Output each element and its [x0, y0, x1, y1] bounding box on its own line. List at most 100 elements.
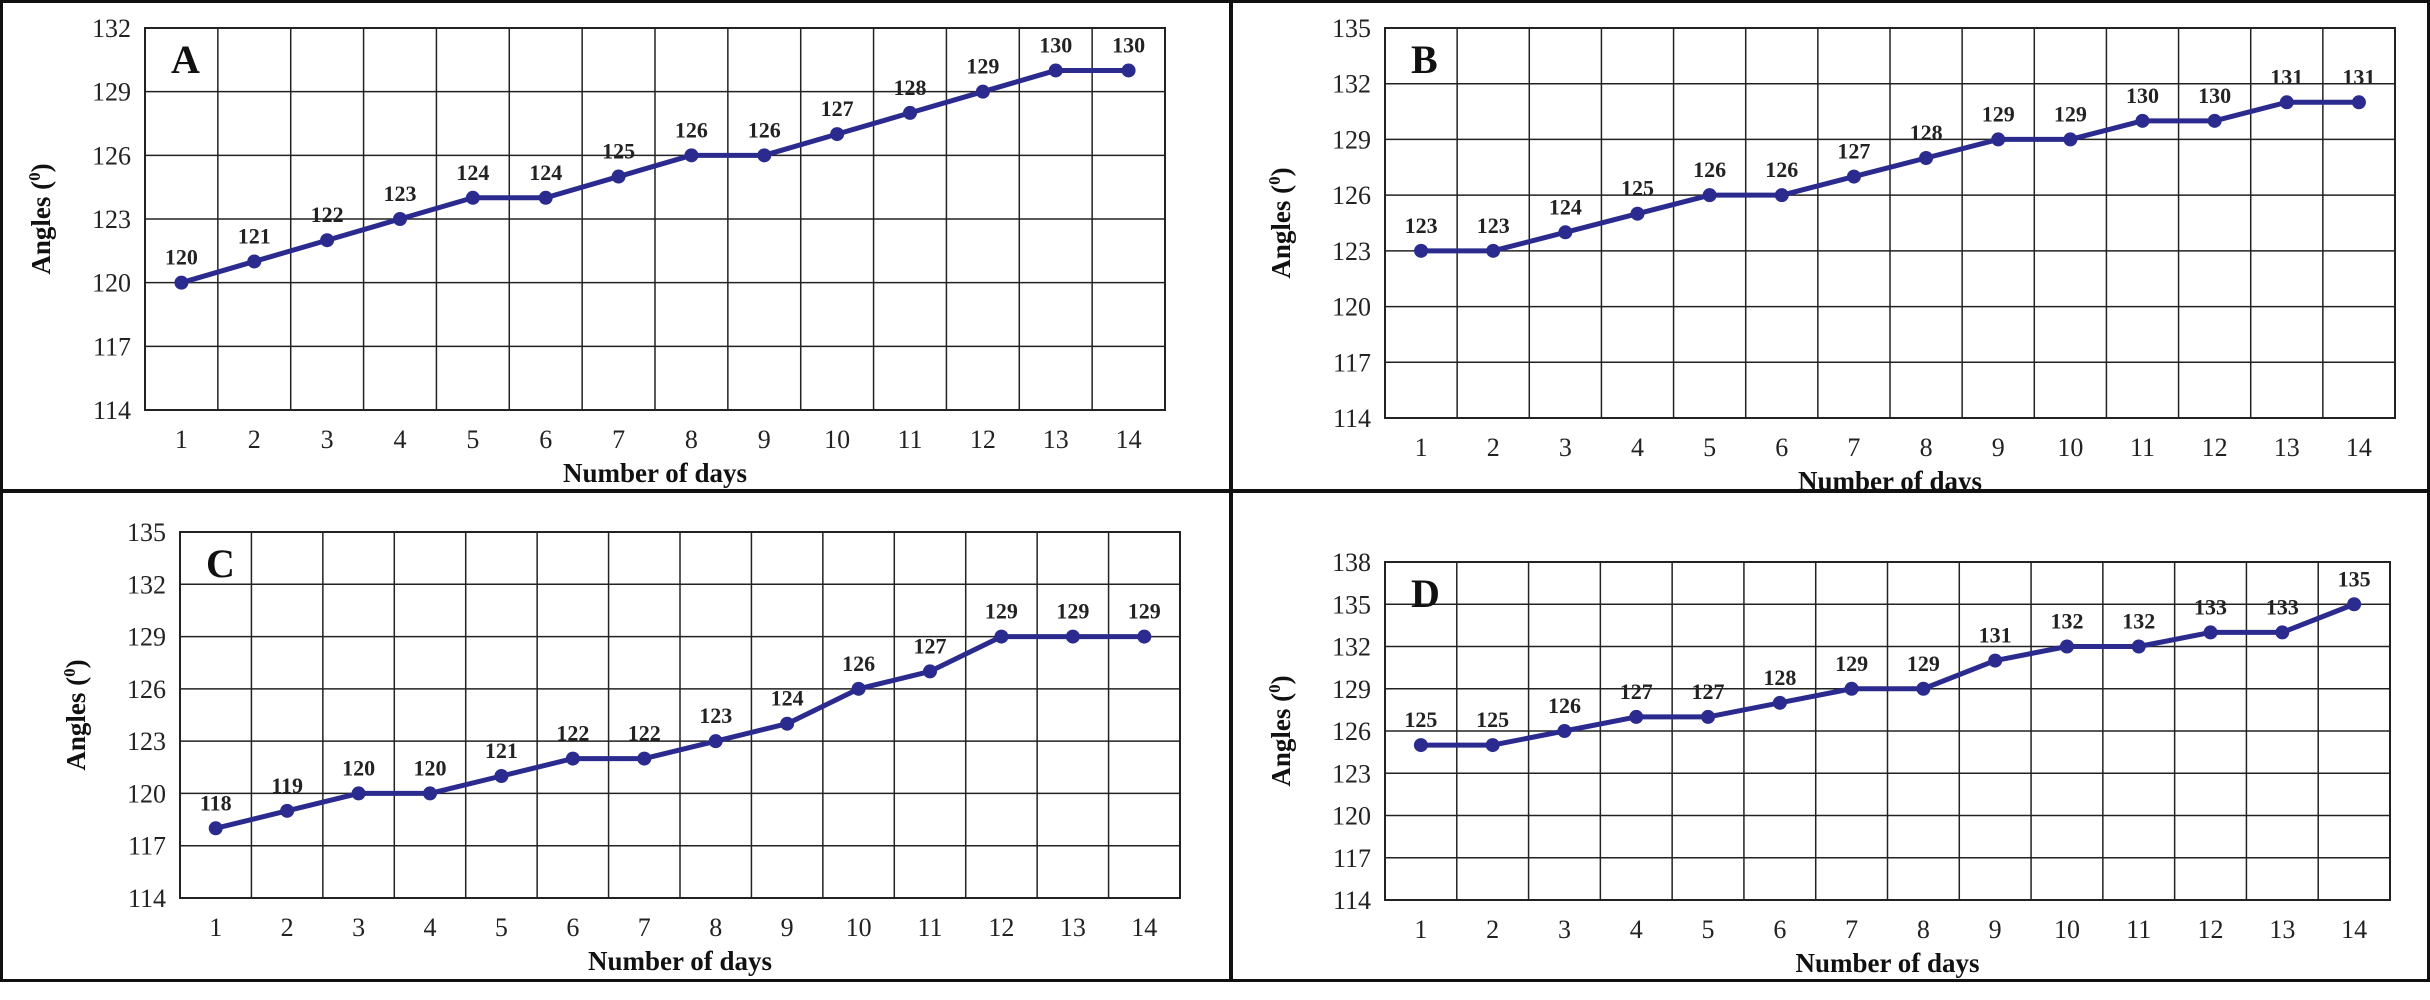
data-label: 128: [894, 75, 927, 100]
x-tick-label: 3: [1558, 915, 1571, 944]
data-point: [757, 148, 772, 163]
data-label: 129: [1982, 101, 2015, 126]
x-tick-label: 6: [539, 425, 552, 454]
x-tick-label: 13: [1060, 913, 1086, 942]
data-point: [903, 105, 917, 120]
y-tick-label: 123: [127, 727, 166, 756]
data-point: [1991, 132, 2006, 147]
data-label: 132: [2050, 609, 2083, 634]
data-label: 131: [2342, 64, 2375, 89]
data-label: 120: [165, 245, 198, 270]
data-point: [423, 786, 437, 801]
data-label: 123: [384, 181, 417, 206]
y-tick-label: 123: [1332, 759, 1371, 788]
series-line: [180, 67, 1129, 286]
series-line: [215, 634, 1145, 831]
data-point: [1558, 225, 1573, 240]
data-point: [1414, 243, 1429, 258]
x-tick-label: 7: [612, 425, 625, 454]
data-label: 127: [914, 633, 947, 658]
x-tick-label: 5: [495, 913, 508, 942]
data-point: [320, 233, 335, 248]
data-point: [2063, 132, 2078, 147]
data-point: [1629, 709, 1644, 724]
x-tick-label: 12: [970, 425, 996, 454]
data-point: [2275, 625, 2290, 640]
data-label: 122: [628, 721, 661, 746]
data-label: 122: [311, 202, 344, 227]
data-point: [2207, 113, 2222, 128]
y-tick-label: 120: [127, 779, 166, 808]
x-tick-label: 4: [424, 913, 437, 942]
data-label: 121: [485, 738, 518, 763]
data-point: [465, 190, 480, 205]
x-tick-label: 12: [2198, 915, 2224, 944]
data-point: [565, 751, 580, 766]
data-point: [1048, 63, 1063, 78]
data-label: 124: [771, 686, 804, 711]
x-tick-label: 2: [248, 425, 261, 454]
data-point: [1919, 151, 1934, 165]
x-axis-title: Number of days: [1795, 948, 1979, 978]
x-tick-label: 3: [321, 425, 334, 454]
y-tick-label: 129: [1332, 125, 1371, 154]
y-tick-label: 126: [1332, 181, 1371, 210]
panel-letter: C: [206, 541, 235, 586]
data-label: 129: [1056, 599, 1089, 624]
data-point: [1844, 681, 1859, 696]
y-tick-label: 123: [1332, 237, 1371, 266]
y-tick-label: 120: [1332, 802, 1371, 831]
data-point: [208, 821, 223, 836]
y-tick-label: 129: [92, 78, 131, 107]
data-point: [611, 169, 626, 184]
data-point: [1916, 681, 1931, 696]
data-point: [1121, 63, 1136, 78]
x-tick-label: 13: [2274, 433, 2300, 462]
y-tick-label: 132: [127, 570, 166, 599]
data-point: [2279, 95, 2294, 110]
data-point: [538, 190, 553, 205]
x-tick-label: 11: [2126, 915, 2151, 944]
y-tick-label: 120: [1332, 293, 1371, 322]
panel-letter: A: [171, 37, 200, 82]
data-label: 127: [1692, 679, 1725, 704]
data-label: 122: [556, 721, 589, 746]
x-tick-label: 10: [824, 425, 850, 454]
x-tick-label: 1: [1415, 433, 1428, 462]
data-label: 131: [2270, 64, 2303, 89]
data-label: 120: [342, 755, 375, 780]
data-point: [1413, 738, 1428, 753]
data-label: 128: [1910, 120, 1943, 145]
y-tick-label: 129: [127, 623, 166, 652]
x-tick-label: 7: [1845, 915, 1858, 944]
y-axis-title: Angles (0): [25, 163, 56, 274]
data-label: 123: [1405, 213, 1438, 238]
y-tick-label: 135: [1332, 590, 1371, 619]
x-tick-label: 8: [1917, 915, 1930, 944]
y-tick-label: 120: [92, 269, 131, 298]
x-tick-label: 9: [1989, 915, 2002, 944]
data-label: 125: [1476, 707, 1509, 732]
x-tick-label: 7: [638, 913, 651, 942]
x-tick-label: 9: [758, 425, 771, 454]
data-point: [994, 629, 1009, 644]
y-tick-label: 117: [93, 332, 131, 361]
data-label: 123: [1477, 213, 1510, 238]
y-tick-label: 114: [128, 884, 166, 913]
x-tick-label: 13: [2269, 915, 2295, 944]
data-label: 124: [456, 160, 489, 185]
data-label: 127: [1837, 139, 1870, 164]
data-point: [684, 148, 699, 163]
data-point: [1772, 695, 1787, 710]
data-point: [1065, 629, 1080, 644]
data-point: [2347, 597, 2362, 612]
data-label: 125: [602, 139, 635, 164]
data-label: 129: [985, 599, 1018, 624]
data-label: 124: [1549, 194, 1582, 219]
data-point: [780, 716, 795, 731]
panel-letter: B: [1411, 37, 1438, 82]
y-axis-title: Angles (0): [1265, 675, 1296, 786]
data-label: 126: [1765, 157, 1798, 182]
